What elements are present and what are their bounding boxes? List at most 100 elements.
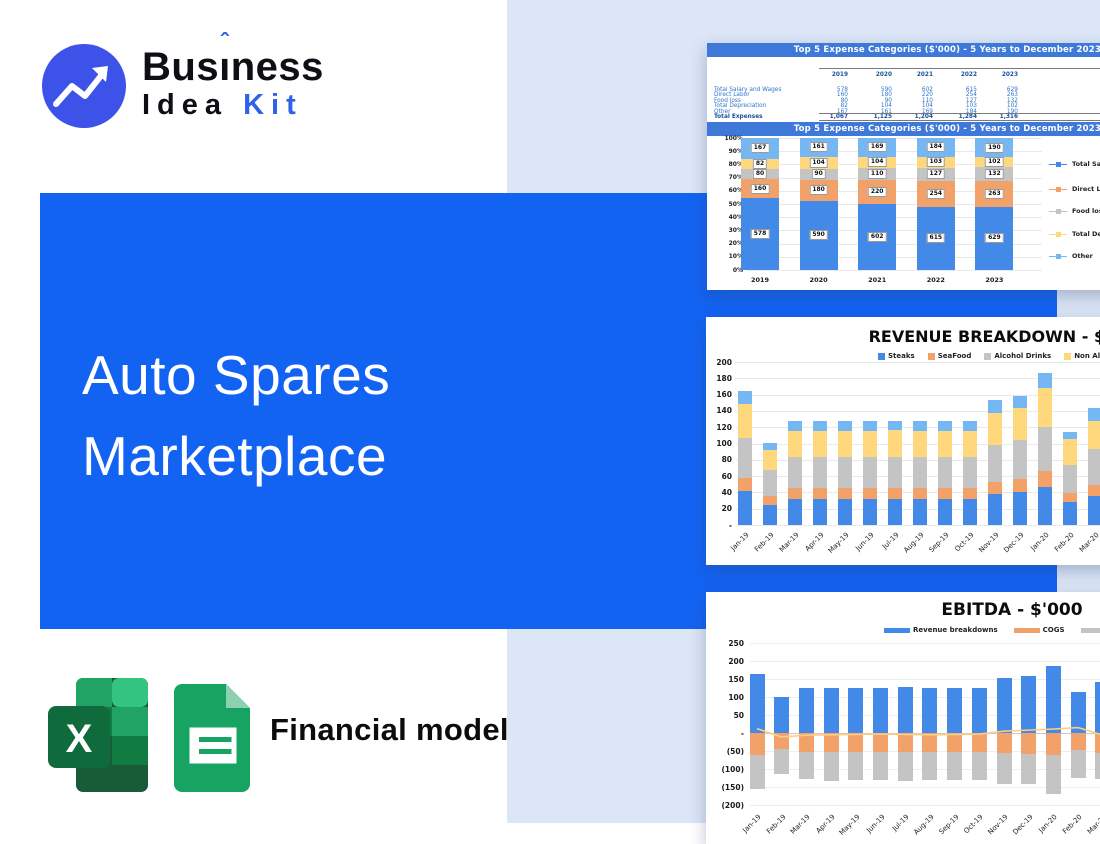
bar-segment — [774, 696, 790, 733]
bar-segment — [763, 504, 777, 525]
y-axis-tick: 100 — [728, 692, 744, 702]
y-gridline — [736, 410, 1100, 412]
bar-segment — [988, 445, 1002, 482]
segment-value-label: 132 — [985, 168, 1004, 179]
segment-value-label: 104 — [809, 157, 828, 168]
table-cell: 104 — [921, 103, 933, 109]
legend-label: Non Alcohol Drinks — [1074, 352, 1100, 360]
hero-title: Auto Spares Marketplace — [82, 335, 390, 497]
legend-line-marker — [884, 627, 910, 633]
table-header-rule — [819, 68, 1100, 69]
bar-segment — [763, 470, 777, 497]
bar-segment — [988, 412, 1002, 446]
bar-segment — [1088, 485, 1100, 497]
bar-segment — [823, 733, 839, 752]
bar-segment — [938, 457, 952, 489]
y-gridline — [750, 661, 1100, 662]
table-cell: 254 — [965, 92, 977, 98]
y-axis-tick: (150) — [721, 782, 744, 792]
bar-segment — [963, 488, 977, 499]
bar-segment — [749, 733, 765, 755]
bar-segment — [763, 450, 777, 471]
bar-segment — [774, 733, 790, 750]
segment-value-label: 220 — [867, 187, 887, 197]
bar-segment — [823, 687, 839, 733]
segment-value-label: 602 — [867, 232, 887, 243]
bar-segment — [788, 431, 802, 458]
bar-segment — [1013, 492, 1027, 525]
x-axis-tick: 2020 — [809, 276, 828, 284]
bar-segment — [798, 733, 814, 752]
bar-segment — [947, 751, 963, 780]
bar-segment — [813, 421, 827, 432]
table-cell: 615 — [965, 86, 977, 93]
legend-marker — [984, 352, 992, 360]
brand-name-top: Busı ˆ ness — [142, 29, 324, 89]
y-axis-tick: 160 — [716, 390, 732, 400]
legend-item: SeaFood — [927, 352, 972, 360]
bar-segment — [788, 488, 802, 499]
legend-marker — [1056, 254, 1061, 259]
bar-segment — [1045, 755, 1061, 795]
legend-marker — [1056, 187, 1061, 192]
legend-marker — [1056, 209, 1061, 214]
bar-segment — [749, 754, 765, 789]
ebitda-card: EBITDA - $'000 Revenue breakdowns COGS OPE… — [706, 592, 1100, 844]
bar-segment — [1038, 486, 1052, 525]
table-cell: 1,067 — [829, 114, 848, 120]
bar-segment — [738, 390, 752, 405]
legend-label: SeaFood — [937, 352, 972, 360]
y-axis-tick: 70% — [728, 174, 743, 182]
legend-item: COGS — [1013, 626, 1065, 634]
y-axis-tick: 140 — [716, 406, 732, 416]
google-sheets-icon — [174, 684, 252, 799]
product-type-label: Financial model — [270, 712, 509, 747]
bar-segment — [1063, 502, 1077, 525]
segment-value-label: 169 — [867, 142, 887, 153]
table-cell: 1,284 — [958, 114, 977, 120]
table-cell: 82 — [840, 103, 848, 109]
bar-segment — [798, 751, 814, 780]
legend-line-marker — [1080, 627, 1100, 633]
y-axis-tick: 60 — [721, 471, 732, 481]
bar-segment — [738, 437, 752, 478]
bar-segment — [749, 673, 765, 733]
y-axis-tick: 50 — [733, 710, 744, 720]
table-cell: 104 — [880, 103, 892, 109]
y-axis-tick: 80% — [728, 160, 743, 168]
bar-segment — [913, 421, 927, 432]
bar-segment — [738, 490, 752, 525]
segment-value-label: 578 — [750, 229, 770, 240]
x-axis-tick: 2021 — [868, 276, 887, 284]
bar-segment — [838, 498, 852, 525]
bar-segment — [971, 733, 987, 752]
bar-segment — [1070, 750, 1086, 778]
table-row-label: Total Salary and Wages — [714, 86, 782, 93]
bar-segment — [1063, 464, 1077, 494]
y-axis-tick: 20 — [721, 504, 732, 514]
legend-label: Food loss — [1072, 207, 1100, 215]
bar-segment — [1021, 733, 1037, 754]
y-gridline — [736, 525, 1100, 526]
bar-segment — [1088, 420, 1100, 450]
bar-segment — [774, 749, 790, 774]
legend-marker — [1056, 162, 1061, 167]
bar-segment — [788, 421, 802, 432]
table-year-header: 2023 — [1001, 72, 1018, 78]
y-axis-tick: 30% — [728, 226, 743, 234]
bar-segment — [1088, 408, 1100, 421]
y-axis-tick: 180 — [716, 373, 732, 383]
bar-segment — [1088, 449, 1100, 486]
legend-item: Revenue breakdowns — [884, 626, 998, 634]
y-axis-tick: 150 — [728, 674, 744, 684]
legend-label: Steaks — [888, 352, 915, 360]
table-year-header: 2020 — [875, 72, 892, 78]
table-cell: 220 — [921, 92, 933, 98]
bar-segment — [1088, 496, 1100, 525]
hero-title-line2: Marketplace — [82, 425, 388, 487]
y-axis-tick: 20% — [728, 240, 743, 248]
bar-segment — [863, 431, 877, 458]
y-axis-tick: 100 — [716, 439, 732, 448]
bar-segment — [813, 488, 827, 499]
bar-segment — [913, 431, 927, 458]
